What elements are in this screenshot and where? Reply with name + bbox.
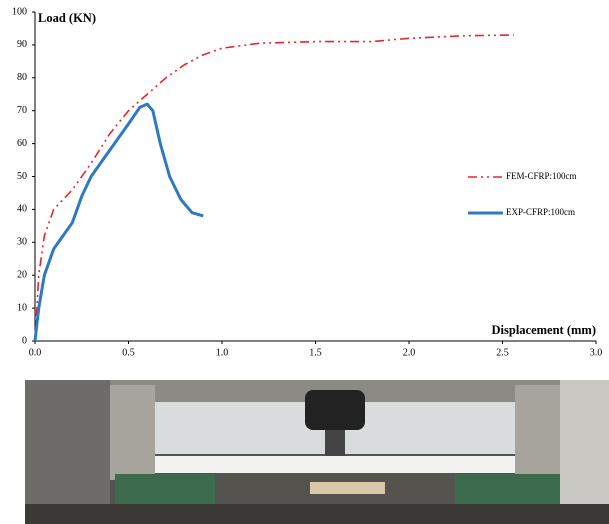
x-tick-label: 0.0: [29, 347, 42, 358]
right-panel: [560, 380, 609, 524]
y-axis-label: Load (KN): [38, 11, 96, 25]
x-tick-label: 2.5: [496, 347, 509, 358]
specimen-beam: [155, 456, 515, 473]
left-support: [115, 474, 215, 504]
x-axis-label: Displacement (mm): [492, 323, 597, 337]
y-tick-label: 40: [17, 204, 27, 215]
left-column: [110, 385, 155, 480]
figure: Load (KN) Displacement (mm) 0 10 20 30 40 50 6…: [0, 0, 609, 524]
x-tick-label: 0.5: [122, 347, 135, 358]
x-tick-label: 2.0: [403, 347, 416, 358]
y-tick-label: 0: [22, 335, 27, 346]
x-tick-label: 3.0: [590, 347, 603, 358]
y-tick-label: 100: [12, 6, 27, 17]
y-tick-label: 60: [17, 138, 27, 149]
gauge-plate: [310, 482, 385, 494]
actuator: [305, 390, 365, 430]
y-tick-label: 20: [17, 269, 27, 280]
y-tick-label: 70: [17, 105, 27, 116]
left-equipment: [25, 380, 110, 524]
chart: Load (KN) Displacement (mm) 0 10 20 30 40 50 6…: [12, 6, 602, 358]
y-tick-label: 30: [17, 237, 27, 248]
y-tick-label: 90: [17, 39, 27, 50]
y-tick-label: 10: [17, 302, 27, 313]
x-tick-label: 1.5: [309, 347, 322, 358]
series-line: [35, 35, 514, 341]
right-support: [455, 474, 560, 504]
right-column: [515, 385, 560, 480]
page: {"chart_data": {"type": "line", "y_label…: [0, 0, 609, 524]
floor: [25, 504, 609, 524]
series-line: [35, 104, 203, 341]
y-tick-label: 50: [17, 171, 27, 182]
photo: [25, 380, 609, 524]
y-tick-label: 80: [17, 72, 27, 83]
legend-label: FEM-CFRP:100cm: [506, 171, 577, 181]
load-head: [325, 430, 345, 460]
legend-label: EXP-CFRP:100cm: [506, 207, 575, 217]
x-tick-label: 1.0: [216, 347, 229, 358]
